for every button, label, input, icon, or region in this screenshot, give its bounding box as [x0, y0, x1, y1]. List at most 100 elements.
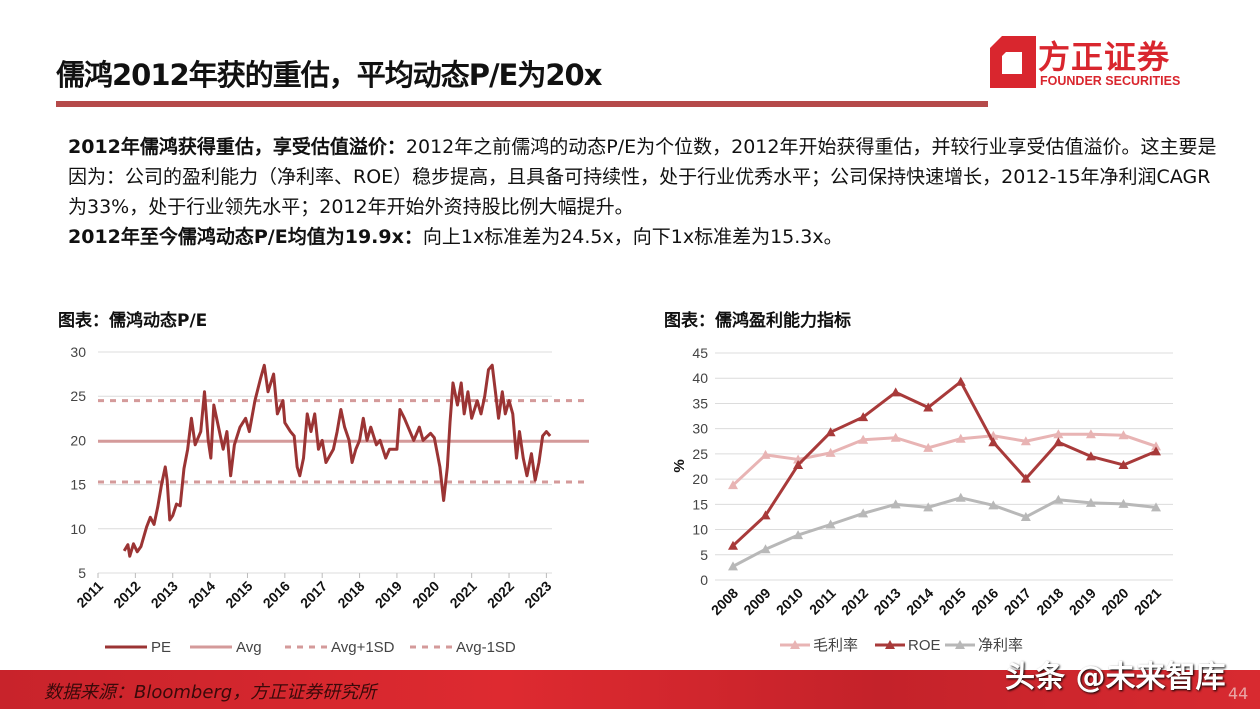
data-point-net-margin — [988, 500, 999, 510]
x-tick-label: 2010 — [773, 585, 806, 618]
y-tick-label: 35 — [692, 395, 708, 411]
summary-text: 2012年儒鸿获得重估，享受估值溢价：2012年之前儒鸿的动态P/E为个位数，2… — [68, 132, 1218, 252]
data-point-gross-margin — [955, 433, 966, 443]
logo-mark-icon — [990, 36, 1036, 88]
summary-paragraph-1: 2012年儒鸿获得重估，享受估值溢价：2012年之前儒鸿的动态P/E为个位数，2… — [68, 132, 1218, 222]
legend-label: Avg+1SD — [331, 639, 395, 656]
data-point-net-margin — [858, 508, 869, 518]
founder-securities-logo: 方正证券 FOUNDER SECURITIES — [990, 32, 1200, 92]
data-point-net-margin — [955, 492, 966, 502]
page-number: 44 — [1228, 684, 1249, 703]
summary-1-text: 2012年之前儒鸿的动态P/E为个位数，2012年开始获得重估，并较行业享受估值… — [68, 136, 1217, 218]
data-point-net-margin — [1151, 502, 1161, 512]
data-point-net-margin — [1053, 494, 1064, 504]
y-tick-label: 10 — [70, 521, 86, 537]
series-line-pe — [122, 363, 552, 558]
summary-2-heading: 2012年至今儒鸿动态P/E均值为19.9x： — [68, 226, 423, 248]
y-tick-label: 5 — [78, 565, 86, 581]
y-tick-label: 20 — [692, 471, 708, 487]
y-tick-label: 45 — [692, 345, 708, 361]
data-point-roe — [1151, 446, 1161, 456]
data-point-gross-margin — [1151, 441, 1161, 451]
title-underline — [56, 101, 988, 107]
summary-2-text: 向上1x标准差为24.5x，向下1x标准差为15.3x。 — [422, 226, 843, 248]
legend-label: PE — [151, 639, 171, 656]
data-point-roe — [988, 437, 999, 447]
data-point-net-margin — [825, 519, 836, 529]
data-point-roe — [825, 427, 836, 437]
profitability-chart-title: 图表：儒鸿盈利能力指标 — [664, 311, 851, 331]
legend-marker — [790, 640, 800, 649]
y-tick-label: 15 — [70, 477, 86, 493]
data-point-gross-margin — [728, 480, 738, 490]
data-point-gross-margin — [923, 442, 934, 452]
pe-chart-title: 图表：儒鸿动态P/E — [58, 311, 208, 331]
x-tick-label: 2018 — [1033, 585, 1066, 618]
y-axis-label: % — [671, 459, 688, 472]
data-point-gross-margin — [760, 449, 771, 459]
x-tick-label: 2013 — [870, 585, 903, 618]
x-tick-label: 2009 — [740, 585, 773, 618]
x-tick-label: 2012 — [838, 585, 871, 618]
logo-text-en: FOUNDER SECURITIES — [1040, 74, 1181, 88]
legend-label: ROE — [908, 637, 941, 654]
legend-label: Avg — [236, 639, 262, 656]
data-point-roe — [923, 402, 934, 412]
data-point-roe — [955, 376, 966, 386]
x-tick-label: 2021 — [1131, 585, 1164, 618]
y-tick-label: 30 — [70, 344, 86, 360]
legend-label: 净利率 — [978, 637, 1023, 654]
y-tick-label: 5 — [700, 547, 708, 563]
legend-label: Avg-1SD — [456, 639, 516, 656]
data-point-net-margin — [923, 502, 934, 512]
x-tick-label: 2014 — [903, 585, 936, 618]
legend-label: 毛利率 — [813, 637, 858, 654]
x-tick-label: 2016 — [968, 585, 1001, 618]
data-point-roe — [858, 412, 869, 422]
summary-paragraph-2: 2012年至今儒鸿动态P/E均值为19.9x：向上1x标准差为24.5x，向下1… — [68, 222, 1218, 252]
data-point-roe — [1053, 437, 1064, 447]
data-point-gross-margin — [1085, 429, 1096, 439]
data-point-net-margin — [1085, 497, 1096, 507]
y-tick-label: 25 — [70, 388, 86, 404]
series-line-net-margin — [732, 496, 1157, 568]
y-tick-label: 0 — [700, 572, 708, 588]
series-line-roe — [731, 380, 1157, 547]
data-point-gross-margin — [1118, 430, 1129, 440]
data-point-net-margin — [1118, 498, 1129, 508]
y-tick-label: 15 — [692, 496, 708, 512]
data-point-roe — [1118, 459, 1129, 469]
x-tick-label: 2019 — [1066, 585, 1099, 618]
x-tick-label: 2017 — [1001, 585, 1034, 618]
data-source: 数据来源：Bloomberg，方正证券研究所 — [44, 682, 377, 703]
x-tick-label: 2008 — [708, 585, 741, 618]
data-point-net-margin — [793, 530, 804, 540]
data-point-net-margin — [1020, 511, 1031, 521]
x-tick-label: 2015 — [936, 585, 969, 618]
watermark: 头条 @未来智库 — [1005, 660, 1226, 695]
data-point-roe — [793, 459, 804, 469]
data-point-gross-margin — [858, 434, 869, 444]
y-tick-label: 40 — [692, 370, 708, 386]
data-point-roe — [760, 510, 771, 520]
data-point-roe — [1085, 451, 1096, 461]
page-title: 儒鸿2012年获的重估，平均动态P/E为20x — [56, 58, 602, 92]
data-point-roe — [728, 540, 738, 550]
data-point-net-margin — [760, 544, 771, 554]
summary-1-heading: 2012年儒鸿获得重估，享受估值溢价： — [68, 136, 406, 158]
data-point-net-margin — [890, 499, 901, 509]
data-point-gross-margin — [890, 432, 901, 442]
legend-marker — [885, 640, 895, 649]
y-tick-label: 30 — [692, 421, 708, 437]
data-point-roe — [890, 387, 901, 397]
data-point-net-margin — [728, 561, 738, 571]
logo-text-cn: 方正证券 — [1038, 38, 1171, 76]
y-tick-label: 10 — [692, 522, 708, 538]
y-tick-label: 25 — [692, 446, 708, 462]
data-point-gross-margin — [825, 447, 836, 457]
x-tick-label: 2020 — [1098, 585, 1131, 618]
y-tick-label: 20 — [70, 432, 86, 448]
data-point-roe — [1020, 473, 1031, 483]
